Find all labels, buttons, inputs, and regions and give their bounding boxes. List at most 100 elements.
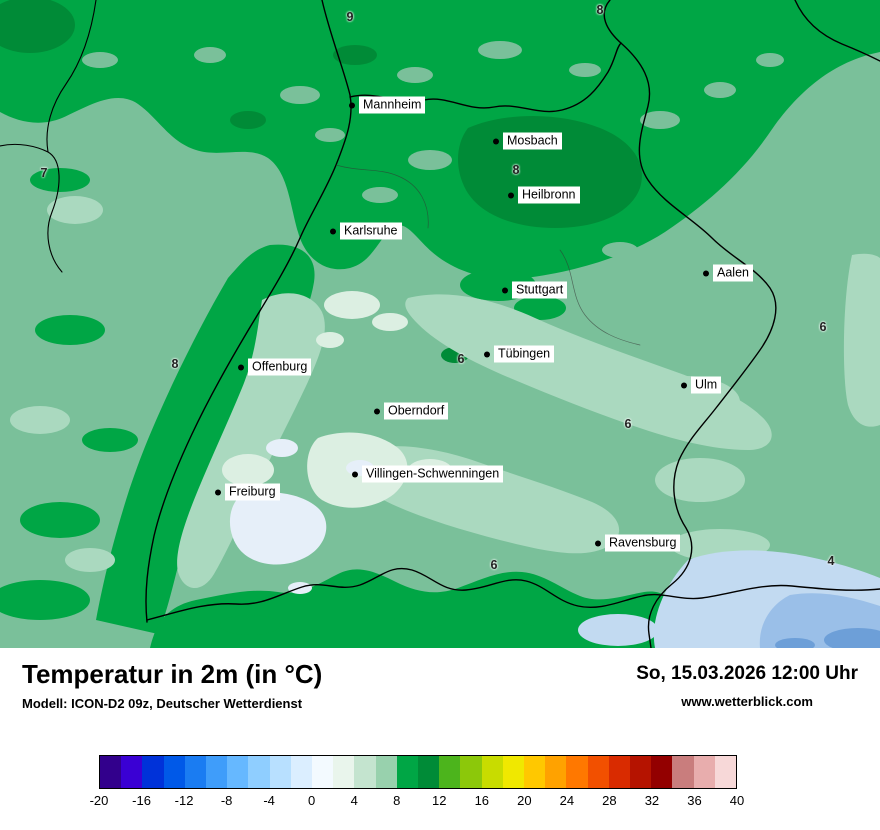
legend-color-cell	[142, 755, 164, 788]
legend-color-cell	[227, 755, 249, 788]
temp-value-label: 8	[171, 357, 179, 371]
city-label: Ravensburg	[605, 534, 681, 552]
legend-color-cell	[163, 755, 185, 788]
city-dot-icon	[374, 408, 380, 414]
legend-tick-label: 12	[432, 792, 447, 808]
legend-tick-label: 8	[393, 792, 401, 808]
temp-value-label: 8	[512, 163, 520, 177]
footer-left: Temperatur in 2m (in °C) Modell: ICON-D2…	[22, 659, 323, 711]
legend-color-cell	[418, 755, 440, 788]
border-layer	[0, 0, 880, 648]
legend-color-cell	[312, 755, 334, 788]
legend-color-cell	[248, 755, 270, 788]
city-label: Ulm	[691, 376, 722, 394]
legend-tick-label: 16	[474, 792, 490, 808]
temp-value-label: 6	[819, 320, 827, 334]
city-marker: Mannheim	[349, 96, 426, 114]
legend-tick-label: 24	[559, 792, 575, 808]
legend-ticks: -20 -16 -12 -8 -4 0 4 8 12 16 20 24 28 32 36 40	[90, 792, 745, 809]
city-dot-icon	[330, 228, 336, 234]
city-marker: Heilbronn	[508, 186, 580, 204]
legend-color-cell	[524, 755, 546, 788]
legend-color-cell	[100, 755, 122, 788]
terrain-graphic	[0, 0, 880, 648]
page-title: Temperatur in 2m (in °C)	[22, 659, 323, 689]
legend-tick-label: -16	[132, 792, 151, 808]
legend-color-cell	[460, 755, 482, 788]
city-label: Offenburg	[248, 358, 312, 376]
legend-color-cell	[396, 755, 419, 788]
city-marker: Ravensburg	[595, 534, 681, 552]
website-label: www.wetterblick.com	[681, 694, 813, 709]
city-label: Aalen	[713, 264, 753, 282]
city-marker: Aalen	[703, 264, 753, 282]
city-label: Mannheim	[359, 96, 426, 114]
city-label: Freiburg	[225, 483, 280, 501]
city-dot-icon	[238, 364, 244, 370]
legend-color-cell	[587, 755, 609, 788]
legend-color-cell	[439, 755, 461, 788]
temp-value-label: 8	[596, 3, 604, 17]
legend-tick-label: 0	[308, 792, 316, 808]
forecast-datetime: So, 15.03.2026 12:00 Uhr	[636, 663, 858, 684]
city-marker: Villingen-Schwenningen	[352, 465, 504, 483]
legend-color-cell	[184, 755, 207, 788]
city-dot-icon	[703, 270, 709, 276]
city-marker: Freiburg	[215, 483, 280, 501]
city-label: Karlsruhe	[340, 222, 402, 240]
city-label: Mosbach	[503, 132, 562, 150]
city-marker: Tübingen	[484, 345, 555, 363]
temperature-map: 9 8 7 8 8 6 6 6 6 4 Mannheim Mosbach Heilbronn Karls…	[0, 0, 880, 648]
city-dot-icon	[484, 351, 490, 357]
temp-value-label: 4	[827, 554, 835, 568]
legend-color-cell	[630, 755, 652, 788]
temp-value-label: 9	[346, 10, 354, 24]
temp-value-label: 7	[40, 166, 48, 180]
legend-tick-label: -8	[220, 792, 233, 808]
legend-tick-label: -20	[89, 792, 109, 808]
legend-tick-label: -12	[174, 792, 194, 808]
legend-color-cell	[375, 755, 397, 788]
city-dot-icon	[502, 287, 508, 293]
temp-value-label: 6	[490, 558, 498, 572]
legend-color-cell	[481, 755, 503, 788]
legend-tick-label: 28	[602, 792, 617, 808]
city-label: Tübingen	[494, 345, 555, 363]
city-dot-icon	[349, 102, 355, 108]
city-label: Oberndorf	[384, 402, 449, 420]
legend-color-cell	[545, 755, 567, 788]
city-marker: Offenburg	[238, 358, 312, 376]
legend-color-cell	[121, 755, 143, 788]
temperature-legend: -20 -16 -12 -8 -4 0 4 8 12 16 20 24 28 32 36 40	[90, 754, 745, 809]
legend-color-cell	[290, 755, 313, 788]
city-label: Stuttgart	[512, 281, 568, 299]
temp-value-label: 6	[457, 352, 465, 366]
legend-color-cell	[693, 755, 715, 788]
legend-color-cell	[354, 755, 376, 788]
footer-top: Temperatur in 2m (in °C) Modell: ICON-D2…	[22, 659, 858, 711]
city-label: Villingen-Schwenningen	[362, 465, 504, 483]
city-marker: Oberndorf	[374, 402, 449, 420]
info-panel: Temperatur in 2m (in °C) Modell: ICON-D2…	[0, 648, 880, 830]
city-dot-icon	[493, 138, 499, 144]
legend-tick-label: -4	[263, 792, 275, 808]
legend-tick-label: 32	[644, 792, 660, 808]
legend-color-cell	[651, 755, 673, 788]
city-marker: Stuttgart	[502, 281, 568, 299]
model-info: Modell: ICON-D2 09z, Deutscher Wetterdie…	[22, 695, 303, 711]
city-marker: Karlsruhe	[330, 222, 402, 240]
legend-color-cell	[269, 755, 291, 788]
legend-color-cell	[333, 755, 355, 788]
legend-color-cell	[206, 755, 228, 788]
city-dot-icon	[681, 382, 687, 388]
legend-color-cell	[608, 755, 631, 788]
city-marker: Ulm	[681, 376, 722, 394]
city-dot-icon	[352, 471, 358, 477]
footer-right: So, 15.03.2026 12:00 Uhr www.wetterblick…	[636, 660, 858, 709]
legend-tick-label: 40	[729, 792, 745, 808]
temp-value-label: 6	[624, 417, 632, 431]
terrain-layer	[0, 0, 880, 648]
legend-tick-label: 4	[350, 792, 358, 808]
city-label: Heilbronn	[518, 186, 580, 204]
